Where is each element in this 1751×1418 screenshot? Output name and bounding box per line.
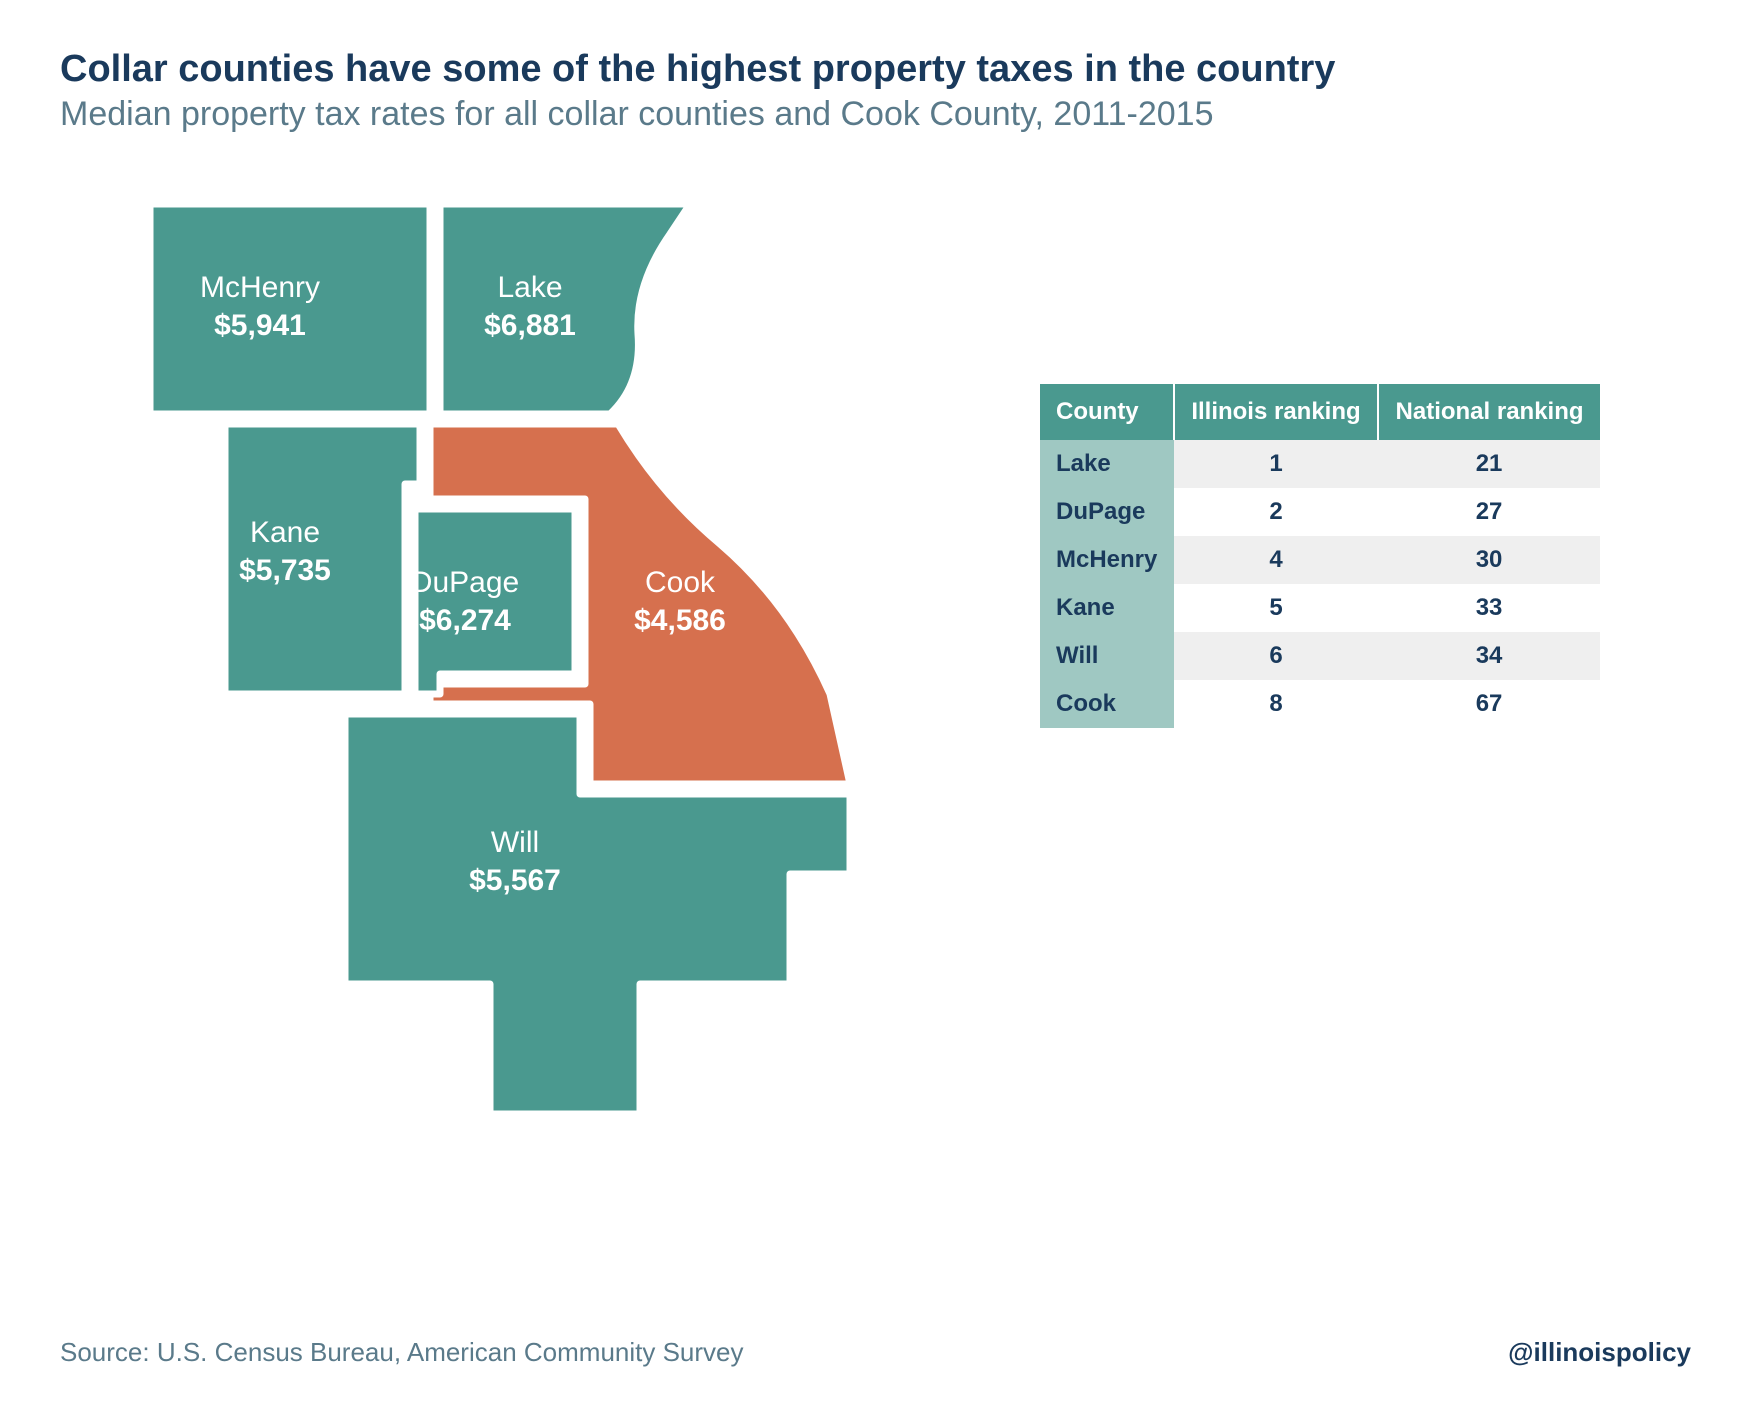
cell-national: 34 bbox=[1378, 632, 1600, 680]
handle-text: @illinoispolicy bbox=[1508, 1337, 1691, 1368]
cell-county: DuPage bbox=[1040, 488, 1174, 536]
cell-county: Will bbox=[1040, 632, 1174, 680]
cell-national: 33 bbox=[1378, 584, 1600, 632]
table-row: Will634 bbox=[1040, 632, 1600, 680]
table-row: McHenry430 bbox=[1040, 536, 1600, 584]
cell-illinois: 8 bbox=[1174, 680, 1378, 728]
footer: Source: U.S. Census Bureau, American Com… bbox=[60, 1337, 1691, 1368]
cell-county: Cook bbox=[1040, 680, 1174, 728]
table-row: Lake121 bbox=[1040, 440, 1600, 488]
col-county: County bbox=[1040, 384, 1174, 440]
cell-national: 21 bbox=[1378, 440, 1600, 488]
county-map: McHenry $5,941 Lake $6,881 Kane $5,735 D… bbox=[130, 194, 950, 1134]
cell-national: 27 bbox=[1378, 488, 1600, 536]
cell-illinois: 5 bbox=[1174, 584, 1378, 632]
chart-title: Collar counties have some of the highest… bbox=[60, 48, 1691, 91]
table-row: Cook867 bbox=[1040, 680, 1600, 728]
ranking-table: County Illinois ranking National ranking… bbox=[1040, 384, 1600, 728]
cell-county: McHenry bbox=[1040, 536, 1174, 584]
cell-county: Lake bbox=[1040, 440, 1174, 488]
table-row: Kane533 bbox=[1040, 584, 1600, 632]
cell-county: Kane bbox=[1040, 584, 1174, 632]
table-row: DuPage227 bbox=[1040, 488, 1600, 536]
table-header-row: County Illinois ranking National ranking bbox=[1040, 384, 1600, 440]
cell-illinois: 6 bbox=[1174, 632, 1378, 680]
chart-subtitle: Median property tax rates for all collar… bbox=[60, 95, 1691, 134]
cell-national: 30 bbox=[1378, 536, 1600, 584]
content-area: McHenry $5,941 Lake $6,881 Kane $5,735 D… bbox=[60, 194, 1691, 1134]
col-illinois: Illinois ranking bbox=[1174, 384, 1378, 440]
source-text: Source: U.S. Census Bureau, American Com… bbox=[60, 1337, 744, 1368]
county-map-svg bbox=[130, 194, 950, 1134]
cell-illinois: 1 bbox=[1174, 440, 1378, 488]
cell-national: 67 bbox=[1378, 680, 1600, 728]
cell-illinois: 4 bbox=[1174, 536, 1378, 584]
col-national: National ranking bbox=[1378, 384, 1600, 440]
cell-illinois: 2 bbox=[1174, 488, 1378, 536]
